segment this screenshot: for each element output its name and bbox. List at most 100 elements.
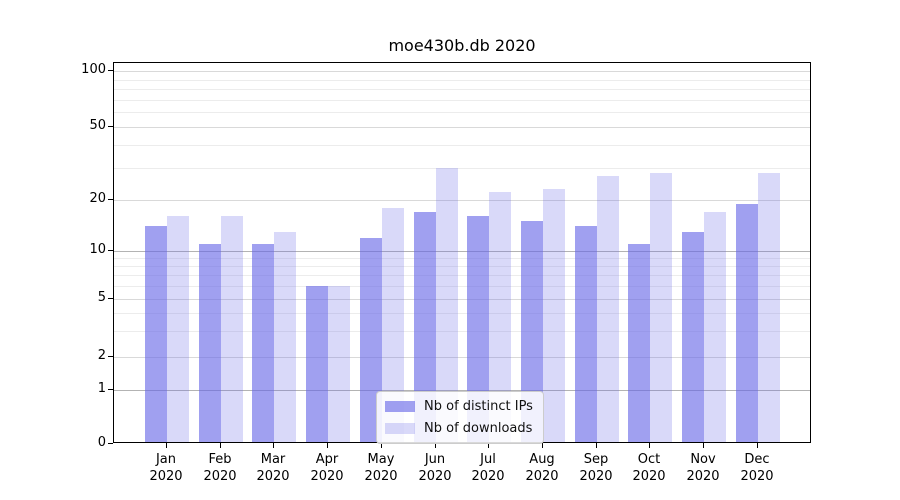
minor-gridline xyxy=(114,266,810,267)
legend-swatch-distinct-ips xyxy=(385,401,415,412)
bar-downloads-may xyxy=(382,208,404,442)
y-tick-mark xyxy=(108,126,113,127)
x-tick-label: May 2020 xyxy=(353,451,409,485)
gridline xyxy=(114,390,810,391)
x-tick-label-line: 2020 xyxy=(310,469,344,484)
y-tick-label: 10 xyxy=(89,242,106,257)
bar-distinct-ips-aug xyxy=(521,221,543,442)
bar-distinct-ips-dec xyxy=(736,204,758,442)
y-tick-mark xyxy=(108,356,113,357)
chart-title: moe430b.db 2020 xyxy=(388,36,536,55)
y-tick-label: 20 xyxy=(89,191,106,206)
bar-distinct-ips-mar xyxy=(252,244,274,442)
y-tick-label: 50 xyxy=(89,118,106,133)
x-tick-label-line: Feb xyxy=(208,452,232,467)
x-tick-mark xyxy=(327,443,328,448)
x-tick-label: Mar 2020 xyxy=(245,451,301,485)
minor-gridline xyxy=(114,331,810,332)
bar-distinct-ips-apr xyxy=(306,286,328,442)
bar-downloads-apr xyxy=(328,286,350,442)
bar-downloads-jul xyxy=(489,192,511,442)
y-tick-label: 100 xyxy=(81,62,106,77)
bar-distinct-ips-sep xyxy=(575,226,597,442)
x-tick-label-line: 2020 xyxy=(149,469,183,484)
x-tick-label-line: 2020 xyxy=(203,469,237,484)
bar-downloads-aug xyxy=(543,189,565,442)
bar-downloads-feb xyxy=(221,216,243,442)
x-tick-mark xyxy=(166,443,167,448)
minor-gridline xyxy=(114,100,810,101)
y-tick-label: 1 xyxy=(97,381,106,396)
minor-gridline xyxy=(114,258,810,259)
minor-gridline xyxy=(114,275,810,276)
y-tick-mark xyxy=(108,70,113,71)
x-tick-mark xyxy=(273,443,274,448)
x-tick-mark xyxy=(703,443,704,448)
x-tick-label-line: 2020 xyxy=(256,469,290,484)
x-tick-mark xyxy=(381,443,382,448)
gridline xyxy=(114,357,810,358)
x-tick-label: Feb 2020 xyxy=(192,451,248,485)
plot-area xyxy=(113,62,811,443)
gridline xyxy=(114,127,810,128)
x-tick-label-line: Jan xyxy=(155,452,177,467)
x-tick-label-line: 2020 xyxy=(418,469,452,484)
x-tick-label-line: 2020 xyxy=(686,469,720,484)
bar-downloads-sep xyxy=(597,176,619,442)
x-tick-label: Nov 2020 xyxy=(675,451,731,485)
legend-row: Nb of distinct IPs xyxy=(385,398,533,415)
x-tick-label: Apr 2020 xyxy=(299,451,355,485)
x-tick-mark xyxy=(542,443,543,448)
y-tick-label: 2 xyxy=(97,348,106,363)
x-tick-label: Jun 2020 xyxy=(407,451,463,485)
minor-gridline xyxy=(114,89,810,90)
bar-downloads-dec xyxy=(758,173,780,442)
bar-distinct-ips-jun xyxy=(414,212,436,442)
gridline xyxy=(114,71,810,72)
x-tick-label-line: Sep xyxy=(583,452,609,467)
y-tick-label: 0 xyxy=(97,435,106,450)
x-tick-label: Oct 2020 xyxy=(621,451,677,485)
legend-row: Nb of downloads xyxy=(385,420,533,437)
minor-gridline xyxy=(114,313,810,314)
y-tick-label: 5 xyxy=(97,290,106,305)
minor-gridline xyxy=(114,168,810,169)
minor-gridline xyxy=(114,112,810,113)
bar-distinct-ips-jul xyxy=(467,216,489,442)
x-tick-mark xyxy=(435,443,436,448)
bar-distinct-ips-oct xyxy=(628,244,650,442)
y-tick-mark xyxy=(108,443,113,444)
gridline xyxy=(114,200,810,201)
x-tick-label-line: Apr xyxy=(315,452,339,467)
x-tick-label-line: Dec xyxy=(744,452,770,467)
x-tick-mark xyxy=(488,443,489,448)
x-tick-label-line: 2020 xyxy=(579,469,613,484)
x-tick-mark xyxy=(757,443,758,448)
bar-downloads-jan xyxy=(167,216,189,442)
x-tick-label-line: Jun xyxy=(424,452,446,467)
y-tick-mark xyxy=(108,250,113,251)
gridline xyxy=(114,251,810,252)
x-tick-label-line: Oct xyxy=(637,452,661,467)
x-tick-label-line: May xyxy=(367,452,395,467)
bar-distinct-ips-feb xyxy=(199,244,221,442)
bar-downloads-oct xyxy=(650,173,672,442)
x-tick-label: Sep 2020 xyxy=(568,451,624,485)
x-tick-label-line: Mar xyxy=(260,452,286,467)
legend-swatch-downloads xyxy=(385,423,415,434)
x-tick-mark xyxy=(220,443,221,448)
x-tick-mark xyxy=(596,443,597,448)
legend: Nb of distinct IPs Nb of downloads xyxy=(376,391,544,444)
x-tick-label: Dec 2020 xyxy=(729,451,785,485)
legend-label-downloads: Nb of downloads xyxy=(424,421,533,436)
x-tick-label: Jul 2020 xyxy=(460,451,516,485)
x-tick-label: Aug 2020 xyxy=(514,451,570,485)
x-tick-label-line: 2020 xyxy=(471,469,505,484)
minor-gridline xyxy=(114,145,810,146)
x-tick-label-line: Jul xyxy=(480,452,496,467)
bar-downloads-jun xyxy=(436,168,458,442)
gridline xyxy=(114,299,810,300)
y-tick-mark xyxy=(108,298,113,299)
x-tick-label-line: Nov xyxy=(690,452,716,467)
